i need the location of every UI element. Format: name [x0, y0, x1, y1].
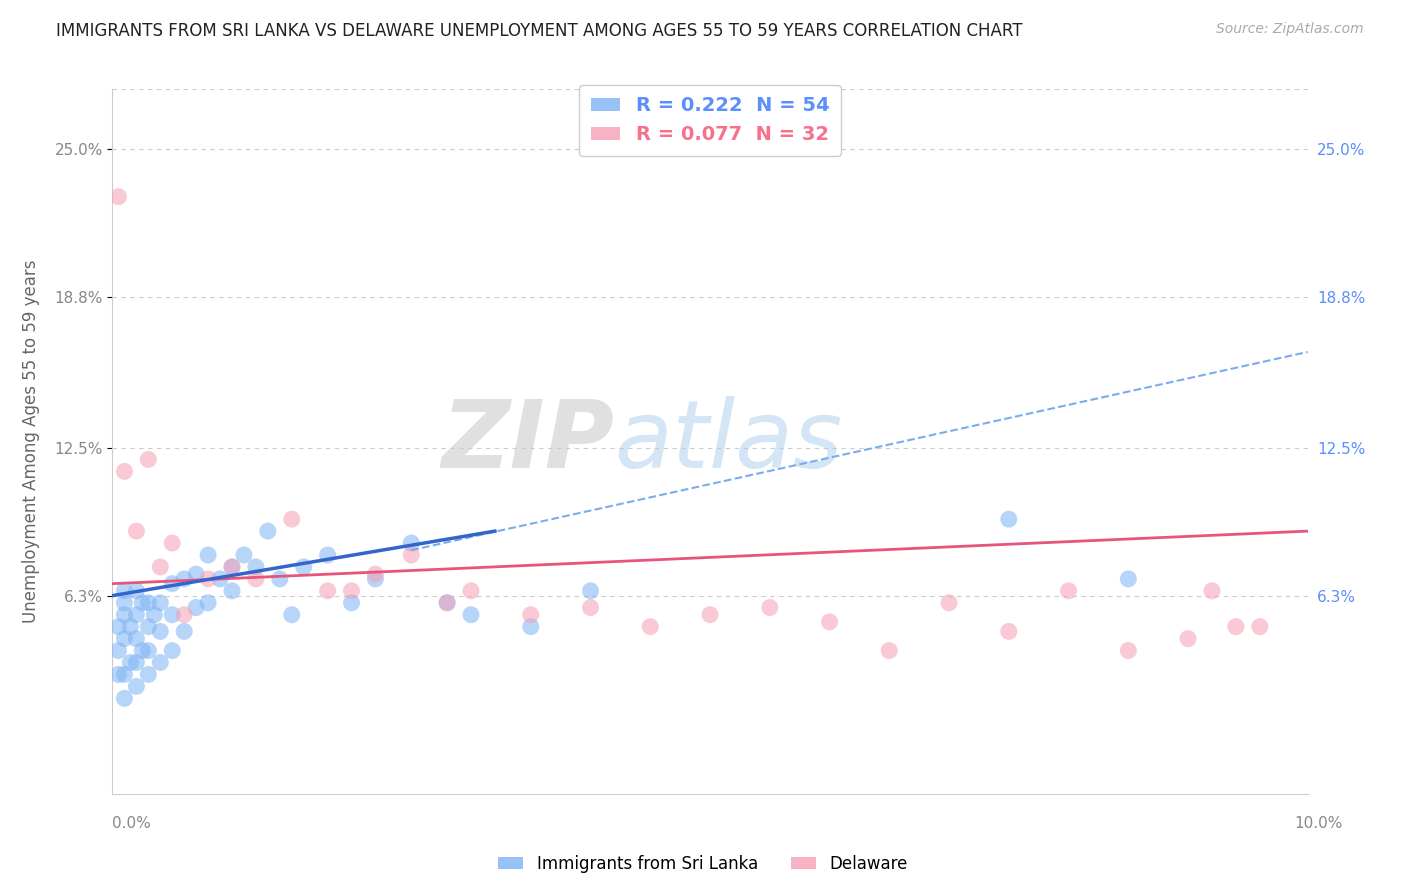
Point [162, 607, 183, 622]
Point [938, 596, 960, 610]
Text: 10.0%: 10.0% [1295, 816, 1343, 831]
Point [818, 615, 841, 629]
Point [364, 567, 387, 582]
Point [114, 596, 135, 610]
Point [149, 560, 172, 574]
Point [436, 596, 458, 610]
Point [340, 596, 363, 610]
Point [221, 583, 243, 598]
Point [460, 607, 482, 622]
Point [120, 620, 142, 634]
Point [281, 512, 304, 526]
Point [1225, 620, 1247, 634]
Point [125, 656, 148, 670]
Point [1118, 643, 1140, 657]
Point [138, 667, 160, 681]
Point [131, 596, 153, 610]
Point [114, 632, 135, 646]
Text: 0.0%: 0.0% [112, 816, 152, 831]
Point [120, 656, 142, 670]
Text: atlas: atlas [614, 396, 842, 487]
Point [125, 583, 148, 598]
Point [1057, 583, 1080, 598]
Point [364, 572, 387, 586]
Point [221, 560, 243, 574]
Point [162, 536, 183, 550]
Point [162, 643, 183, 657]
Point [149, 596, 172, 610]
Point [340, 583, 363, 598]
Point [245, 572, 267, 586]
Point [245, 560, 267, 574]
Point [436, 596, 458, 610]
Point [173, 572, 195, 586]
Point [149, 624, 172, 639]
Point [138, 643, 160, 657]
Point [186, 600, 208, 615]
Point [138, 596, 160, 610]
Point [138, 620, 160, 634]
Point [197, 572, 219, 586]
Text: ZIP: ZIP [441, 395, 614, 488]
Point [114, 607, 135, 622]
Point [197, 596, 219, 610]
Point [131, 643, 153, 657]
Point [281, 607, 304, 622]
Point [221, 560, 243, 574]
Point [125, 632, 148, 646]
Point [107, 667, 129, 681]
Point [1201, 583, 1223, 598]
Text: Source: ZipAtlas.com: Source: ZipAtlas.com [1216, 22, 1364, 37]
Point [186, 567, 208, 582]
Point [125, 607, 148, 622]
Point [197, 548, 219, 562]
Point [879, 643, 901, 657]
Point [114, 667, 135, 681]
Point [114, 691, 135, 706]
Point [579, 583, 602, 598]
Point [114, 583, 135, 598]
Point [233, 548, 256, 562]
Point [173, 607, 195, 622]
Point [107, 620, 129, 634]
Point [209, 572, 232, 586]
Point [107, 190, 129, 204]
Point [292, 560, 315, 574]
Point [1118, 572, 1140, 586]
Point [257, 524, 280, 538]
Point [401, 548, 423, 562]
Text: IMMIGRANTS FROM SRI LANKA VS DELAWARE UNEMPLOYMENT AMONG AGES 55 TO 59 YEARS COR: IMMIGRANTS FROM SRI LANKA VS DELAWARE UN… [56, 22, 1022, 40]
Point [759, 600, 782, 615]
Point [173, 624, 195, 639]
Point [401, 536, 423, 550]
Legend: Immigrants from Sri Lanka, Delaware: Immigrants from Sri Lanka, Delaware [492, 848, 914, 880]
Point [520, 620, 543, 634]
Legend: R = 0.222  N = 54, R = 0.077  N = 32: R = 0.222 N = 54, R = 0.077 N = 32 [579, 85, 841, 156]
Point [699, 607, 721, 622]
Y-axis label: Unemployment Among Ages 55 to 59 years: Unemployment Among Ages 55 to 59 years [22, 260, 41, 624]
Point [269, 572, 291, 586]
Point [640, 620, 662, 634]
Point [125, 524, 148, 538]
Point [1249, 620, 1271, 634]
Point [520, 607, 543, 622]
Point [460, 583, 482, 598]
Point [107, 643, 129, 657]
Point [125, 679, 148, 693]
Point [998, 512, 1021, 526]
Point [579, 600, 602, 615]
Point [143, 607, 166, 622]
Point [316, 583, 339, 598]
Point [1177, 632, 1199, 646]
Point [114, 464, 135, 478]
Point [998, 624, 1021, 639]
Point [162, 576, 183, 591]
Point [316, 548, 339, 562]
Point [149, 656, 172, 670]
Point [138, 452, 160, 467]
